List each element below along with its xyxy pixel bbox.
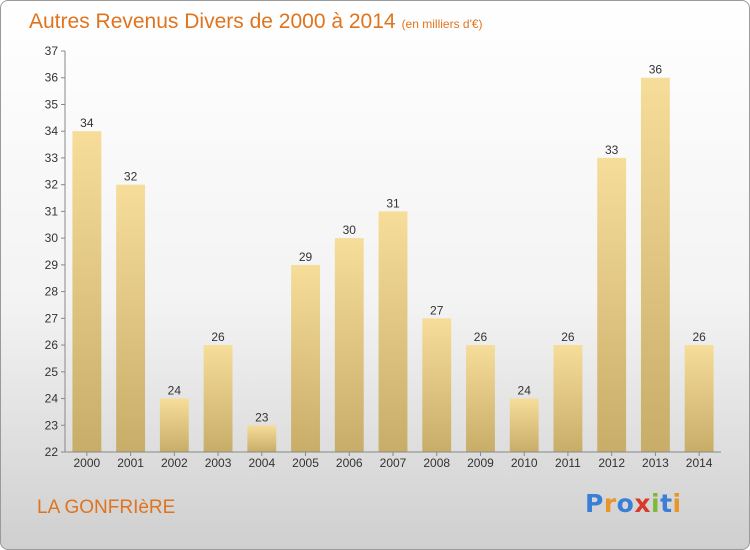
data-label: 26 xyxy=(211,330,225,344)
place-name: LA GONFRIèRE xyxy=(37,497,176,518)
y-tick-label: 25 xyxy=(45,365,59,379)
y-tick-label: 37 xyxy=(45,44,59,58)
y-tick-label: 24 xyxy=(45,392,59,406)
data-label: 26 xyxy=(561,330,575,344)
chart-title: Autres Revenus Divers de 2000 à 2014 (en … xyxy=(29,10,483,34)
y-tick-label: 29 xyxy=(45,258,59,272)
y-tick-label: 28 xyxy=(45,285,59,299)
data-label: 27 xyxy=(430,303,444,317)
x-tick-label: 2000 xyxy=(74,456,101,470)
x-tick-label: 2006 xyxy=(336,456,363,470)
bar-2002 xyxy=(159,398,189,452)
data-label: 34 xyxy=(80,116,94,130)
logo-letter: i xyxy=(651,489,661,518)
bar-2010 xyxy=(509,398,539,452)
x-tick-label: 2001 xyxy=(117,456,144,470)
data-label: 26 xyxy=(474,330,488,344)
data-label: 31 xyxy=(386,196,400,210)
bar-2005 xyxy=(291,264,320,452)
y-tick-label: 36 xyxy=(45,71,59,85)
x-tick-label: 2009 xyxy=(467,456,494,470)
data-label: 23 xyxy=(255,410,269,424)
bar-2014 xyxy=(684,345,714,452)
x-tick-label: 2004 xyxy=(248,456,275,470)
y-tick-label: 27 xyxy=(45,311,59,325)
bar-2011 xyxy=(553,345,583,452)
y-tick-label: 26 xyxy=(45,338,59,352)
x-tick-label: 2010 xyxy=(511,456,538,470)
chart-unit: (en milliers d'€) xyxy=(401,17,483,31)
data-label: 24 xyxy=(168,384,182,398)
bar-2013 xyxy=(640,77,670,452)
chart-title-text: Autres Revenus Divers de 2000 à 2014 xyxy=(29,10,396,33)
y-tick-label: 34 xyxy=(45,124,59,138)
x-tick-label: 2003 xyxy=(205,456,232,470)
bar-2009 xyxy=(466,345,495,452)
x-tick-label: 2011 xyxy=(555,456,581,470)
x-tick-label: 2014 xyxy=(686,456,713,470)
bar-2007 xyxy=(378,211,408,452)
bar-2008 xyxy=(422,318,452,452)
logo-letter: i xyxy=(672,489,682,518)
data-label: 32 xyxy=(124,170,138,184)
y-tick-label: 33 xyxy=(45,151,59,165)
logo-letter: r xyxy=(603,489,617,518)
x-tick-label: 2013 xyxy=(642,456,669,470)
bar-2000 xyxy=(72,131,102,452)
x-tick-label: 2008 xyxy=(423,456,450,470)
logo-letter: o xyxy=(616,489,635,518)
bar-2004 xyxy=(247,425,277,452)
data-label: 33 xyxy=(605,143,619,157)
logo-letter: x xyxy=(634,489,651,518)
data-label: 29 xyxy=(299,250,313,264)
logo-letter: t xyxy=(660,489,673,518)
y-tick-label: 30 xyxy=(45,231,59,245)
y-tick-label: 31 xyxy=(45,204,59,218)
data-label: 26 xyxy=(692,330,706,344)
data-label: 36 xyxy=(649,63,663,77)
y-tick-label: 23 xyxy=(45,418,59,432)
y-tick-label: 32 xyxy=(45,178,59,192)
data-label: 30 xyxy=(343,223,357,237)
bar-2006 xyxy=(334,238,364,452)
bar-2003 xyxy=(203,345,233,452)
y-tick-label: 35 xyxy=(45,97,59,111)
bar-2012 xyxy=(597,157,627,452)
data-label: 24 xyxy=(518,384,532,398)
proxiti-logo[interactable]: Proxiti xyxy=(585,489,682,518)
bar-2001 xyxy=(116,184,146,452)
x-tick-label: 2002 xyxy=(161,456,188,470)
y-tick-label: 22 xyxy=(45,445,59,459)
x-tick-label: 2012 xyxy=(598,456,625,470)
x-tick-label: 2005 xyxy=(292,456,319,470)
logo-letter: P xyxy=(585,489,604,518)
x-tick-label: 2007 xyxy=(380,456,407,470)
